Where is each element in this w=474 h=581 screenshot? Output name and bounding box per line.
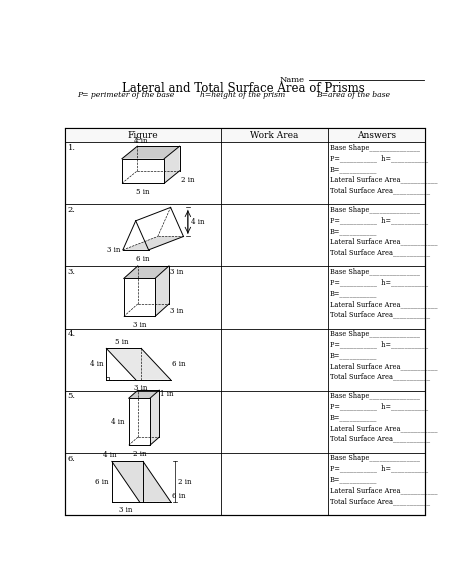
Text: B=___________: B=___________ bbox=[330, 352, 377, 359]
Text: 2.: 2. bbox=[68, 206, 75, 214]
Text: 3 in: 3 in bbox=[119, 506, 132, 514]
Text: B=___________: B=___________ bbox=[330, 165, 377, 173]
Polygon shape bbox=[106, 349, 171, 380]
Text: 6 in: 6 in bbox=[137, 255, 150, 263]
Text: P=___________  h=___________: P=___________ h=___________ bbox=[330, 403, 428, 411]
Text: 3 in: 3 in bbox=[107, 246, 120, 254]
Polygon shape bbox=[122, 146, 180, 159]
Text: Base Shape_______________: Base Shape_______________ bbox=[330, 268, 420, 276]
Text: 5 in: 5 in bbox=[137, 188, 150, 196]
Text: 4 in: 4 in bbox=[111, 418, 124, 426]
Polygon shape bbox=[123, 236, 183, 250]
Text: 4 in: 4 in bbox=[135, 137, 148, 145]
Text: 3 in: 3 in bbox=[171, 307, 184, 315]
Text: 3 in: 3 in bbox=[133, 321, 146, 329]
Text: Base Shape_______________: Base Shape_______________ bbox=[330, 392, 420, 400]
Text: Lateral and Total Surface Area of Prisms: Lateral and Total Surface Area of Prisms bbox=[121, 83, 365, 95]
Text: Base Shape_______________: Base Shape_______________ bbox=[330, 144, 420, 152]
Text: B=___________: B=___________ bbox=[330, 289, 377, 297]
Text: 5.: 5. bbox=[68, 392, 76, 400]
Text: 4.: 4. bbox=[68, 331, 76, 338]
Text: Lateral Surface Area___________: Lateral Surface Area___________ bbox=[330, 362, 438, 370]
Text: Lateral Surface Area___________: Lateral Surface Area___________ bbox=[330, 424, 438, 432]
Text: h=height of the prism: h=height of the prism bbox=[201, 91, 285, 99]
Text: Lateral Surface Area___________: Lateral Surface Area___________ bbox=[330, 175, 438, 184]
Text: 6.: 6. bbox=[68, 454, 75, 462]
Bar bbox=[65, 128, 425, 142]
Text: 2 in: 2 in bbox=[178, 478, 191, 486]
Text: 1 in: 1 in bbox=[160, 390, 174, 398]
Text: P=___________  h=___________: P=___________ h=___________ bbox=[330, 216, 428, 224]
Text: 2 in: 2 in bbox=[133, 450, 146, 458]
Text: Work Area: Work Area bbox=[250, 131, 299, 139]
Text: 4 in: 4 in bbox=[191, 218, 204, 226]
Text: P=___________  h=___________: P=___________ h=___________ bbox=[330, 340, 428, 349]
Text: Figure: Figure bbox=[128, 131, 158, 139]
Text: B=___________: B=___________ bbox=[330, 227, 377, 235]
Text: B=___________: B=___________ bbox=[330, 414, 377, 421]
Text: Base Shape_______________: Base Shape_______________ bbox=[330, 454, 420, 462]
Polygon shape bbox=[124, 266, 169, 278]
Polygon shape bbox=[155, 266, 169, 317]
Text: 6 in: 6 in bbox=[95, 478, 109, 486]
Text: Base Shape_______________: Base Shape_______________ bbox=[330, 330, 420, 338]
Text: Name: Name bbox=[280, 77, 305, 84]
Text: B=___________: B=___________ bbox=[330, 475, 377, 483]
Text: Total Surface Area___________: Total Surface Area___________ bbox=[330, 497, 430, 505]
Text: Total Surface Area___________: Total Surface Area___________ bbox=[330, 435, 430, 443]
Text: P=___________  h=___________: P=___________ h=___________ bbox=[330, 154, 428, 162]
Text: 1.: 1. bbox=[68, 144, 76, 152]
Polygon shape bbox=[129, 390, 159, 398]
Text: 3 in: 3 in bbox=[171, 268, 184, 276]
Polygon shape bbox=[150, 390, 159, 445]
Text: Lateral Surface Area___________: Lateral Surface Area___________ bbox=[330, 486, 438, 494]
Text: 2 in: 2 in bbox=[181, 175, 194, 184]
Text: P=___________  h=___________: P=___________ h=___________ bbox=[330, 465, 428, 473]
Polygon shape bbox=[164, 146, 180, 184]
Polygon shape bbox=[112, 461, 171, 501]
Text: 3 in: 3 in bbox=[134, 384, 147, 392]
Text: 4 in: 4 in bbox=[90, 360, 103, 368]
Text: Total Surface Area___________: Total Surface Area___________ bbox=[330, 372, 430, 381]
Text: Answers: Answers bbox=[356, 131, 396, 139]
Bar bbox=[65, 128, 425, 515]
Text: P= perimeter of the base: P= perimeter of the base bbox=[77, 91, 174, 99]
Text: Total Surface Area___________: Total Surface Area___________ bbox=[330, 187, 430, 195]
Text: Base Shape_______________: Base Shape_______________ bbox=[330, 206, 420, 214]
Text: Lateral Surface Area___________: Lateral Surface Area___________ bbox=[330, 238, 438, 246]
Text: P=___________  h=___________: P=___________ h=___________ bbox=[330, 278, 428, 286]
Text: Total Surface Area___________: Total Surface Area___________ bbox=[330, 311, 430, 318]
Text: Lateral Surface Area___________: Lateral Surface Area___________ bbox=[330, 300, 438, 308]
Text: 6 in: 6 in bbox=[173, 492, 186, 500]
Text: B=area of the base: B=area of the base bbox=[316, 91, 390, 99]
Text: 3.: 3. bbox=[68, 268, 76, 276]
Text: Total Surface Area___________: Total Surface Area___________ bbox=[330, 249, 430, 256]
Text: 5 in: 5 in bbox=[115, 338, 128, 346]
Text: 4 in: 4 in bbox=[103, 451, 117, 459]
Text: 6 in: 6 in bbox=[173, 360, 186, 368]
